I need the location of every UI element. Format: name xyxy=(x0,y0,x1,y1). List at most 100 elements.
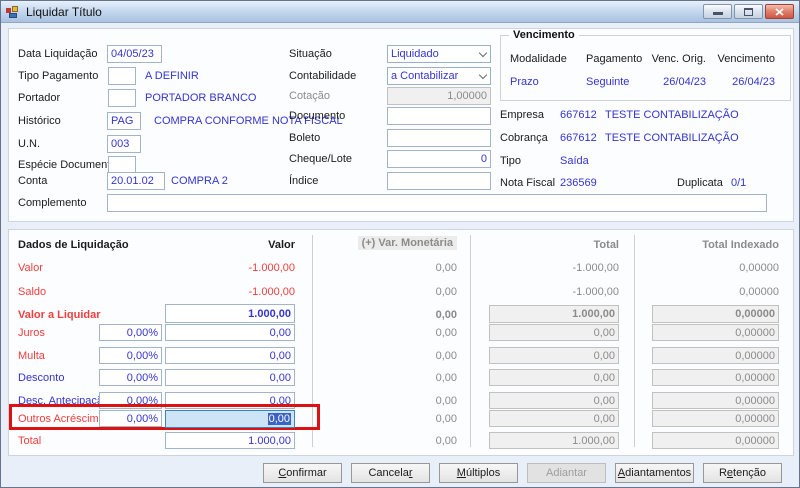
contabilidade-dropdown[interactable]: a Contabilizar xyxy=(387,67,491,85)
row-multa-indexado xyxy=(652,347,779,364)
tipo-label: Tipo xyxy=(500,155,521,167)
row-valor-var: 0,00 xyxy=(435,262,457,274)
column-divider xyxy=(470,235,471,447)
complemento-label: Complemento xyxy=(18,197,87,209)
tipo-pagamento-input[interactable] xyxy=(108,67,136,85)
documento-input[interactable] xyxy=(387,107,491,125)
vencimento-value: 26/04/23 xyxy=(732,76,775,88)
data-liquidacao-label: Data Liquidação xyxy=(18,48,98,60)
un-input[interactable] xyxy=(107,135,141,153)
cotacao-input xyxy=(387,87,491,105)
duplicata-label: Duplicata xyxy=(677,177,723,189)
outros-acrescimos-pct-input[interactable] xyxy=(99,410,162,427)
contabilidade-value: a Contabilizar xyxy=(391,70,459,82)
portador-input[interactable] xyxy=(108,89,136,107)
window-title: Liquidar Título xyxy=(26,4,102,19)
row-valor-indexado: 0,00000 xyxy=(739,262,779,274)
minimize-button[interactable] xyxy=(703,4,732,19)
tipo-pagamento-label: Tipo Pagamento xyxy=(18,70,99,82)
documento-label: Documento xyxy=(289,110,346,122)
maximize-button[interactable] xyxy=(734,4,763,19)
situacao-label: Situação xyxy=(289,48,332,60)
row-outros-acrescimos-var: 0,00 xyxy=(435,413,457,425)
nota-fiscal-label: Nota Fiscal xyxy=(500,177,556,189)
un-label: U.N. xyxy=(18,138,40,150)
desc-antecipacao-valor-input[interactable] xyxy=(165,392,295,409)
total-indexado-column-header: Total Indexado xyxy=(702,239,779,251)
row-outros-acrescimos-total xyxy=(489,410,619,427)
row-valor-a-liquidar-label: Valor a Liquidar xyxy=(18,309,101,321)
desc-antecipacao-pct-input[interactable] xyxy=(99,392,162,409)
row-total-var: 0,00 xyxy=(435,435,457,447)
row-saldo-valor: -1.000,00 xyxy=(248,286,295,298)
row-saldo-var: 0,00 xyxy=(435,286,457,298)
multa-pct-input[interactable] xyxy=(99,347,162,364)
historico-input[interactable] xyxy=(107,112,141,130)
indice-label: Índice xyxy=(289,175,319,187)
conta-input[interactable] xyxy=(107,172,165,190)
multa-valor-input[interactable] xyxy=(165,347,295,364)
outros-acrescimos-valor-input[interactable]: 0,00 xyxy=(165,410,295,428)
cheque-lote-label: Cheque/Lote xyxy=(289,153,352,165)
row-juros-total xyxy=(489,324,619,341)
row-saldo-total: -1.000,00 xyxy=(572,286,619,298)
nota-fiscal-value: 236569 xyxy=(560,177,597,189)
juros-valor-input[interactable] xyxy=(165,324,295,341)
adiantar-button: Adiantar xyxy=(527,463,606,483)
empresa-label: Empresa xyxy=(500,109,545,121)
maximize-icon xyxy=(744,7,753,16)
minimize-icon xyxy=(712,12,723,15)
row-desc-antecipacao-indexado xyxy=(652,392,779,409)
valor-a-liquidar-indexado xyxy=(652,305,779,323)
boleto-input[interactable] xyxy=(387,129,491,147)
row-multa-var: 0,00 xyxy=(435,350,457,362)
portador-label: Portador xyxy=(18,92,61,104)
pagamento-value: Seguinte xyxy=(586,76,630,88)
selected-text: 0,00 xyxy=(267,413,291,425)
situacao-value: Liquidado xyxy=(391,48,439,60)
app-icon xyxy=(6,5,20,19)
row-juros-indexado xyxy=(652,324,779,341)
vencimento-header: Vencimento xyxy=(717,53,775,65)
portador-desc: PORTADOR BRANCO xyxy=(145,92,257,104)
row-saldo-indexado: 0,00000 xyxy=(739,286,779,298)
complemento-input[interactable] xyxy=(107,194,767,212)
empresa-code: 667612 xyxy=(560,109,597,121)
indice-input[interactable] xyxy=(387,172,491,190)
juros-pct-input[interactable] xyxy=(99,324,162,341)
cancelar-button[interactable]: Cancela r xyxy=(351,463,430,483)
empresa-desc: TESTE CONTABILIZAÇÃO xyxy=(605,109,739,121)
total-valor-input[interactable] xyxy=(165,432,295,449)
row-valor-total: -1.000,00 xyxy=(572,262,619,274)
title-bar: Liquidar Título xyxy=(1,1,799,23)
venc-orig-header: Venc. Orig. xyxy=(651,53,706,65)
row-total-indexado xyxy=(652,432,779,449)
desconto-valor-input[interactable] xyxy=(165,369,295,386)
row-desconto-var: 0,00 xyxy=(435,372,457,384)
row-total-label: Total xyxy=(18,435,42,447)
vencimento-groupbox: Vencimento Modalidade Pagamento Venc. Or… xyxy=(500,29,791,101)
valor-a-liquidar-input[interactable] xyxy=(165,304,295,323)
liquidacao-panel: Dados de Liquidação Valor (+) Var. Monet… xyxy=(8,229,794,456)
var-monetaria-column-header: (+) Var. Monetária xyxy=(357,236,457,250)
especie-documento-input[interactable] xyxy=(108,156,136,174)
column-divider xyxy=(634,235,635,447)
data-liquidacao-input[interactable] xyxy=(107,45,162,63)
cheque-lote-input[interactable] xyxy=(387,150,491,168)
close-button[interactable] xyxy=(765,4,794,19)
row-valor-label: Valor xyxy=(18,262,43,274)
row-desc-antecipacao-var: 0,00 xyxy=(435,395,457,407)
contabilidade-label: Contabilidade xyxy=(289,70,357,82)
desconto-pct-input[interactable] xyxy=(99,369,162,386)
duplicata-value: 0/1 xyxy=(731,177,747,189)
situacao-dropdown[interactable]: Liquidado xyxy=(387,45,491,63)
row-valor-a-liquidar-var: 0,00 xyxy=(435,309,457,321)
cobranca-label: Cobrança xyxy=(500,132,548,144)
conta-label: Conta xyxy=(18,175,48,187)
row-desc-antecipacao-total xyxy=(489,392,619,409)
